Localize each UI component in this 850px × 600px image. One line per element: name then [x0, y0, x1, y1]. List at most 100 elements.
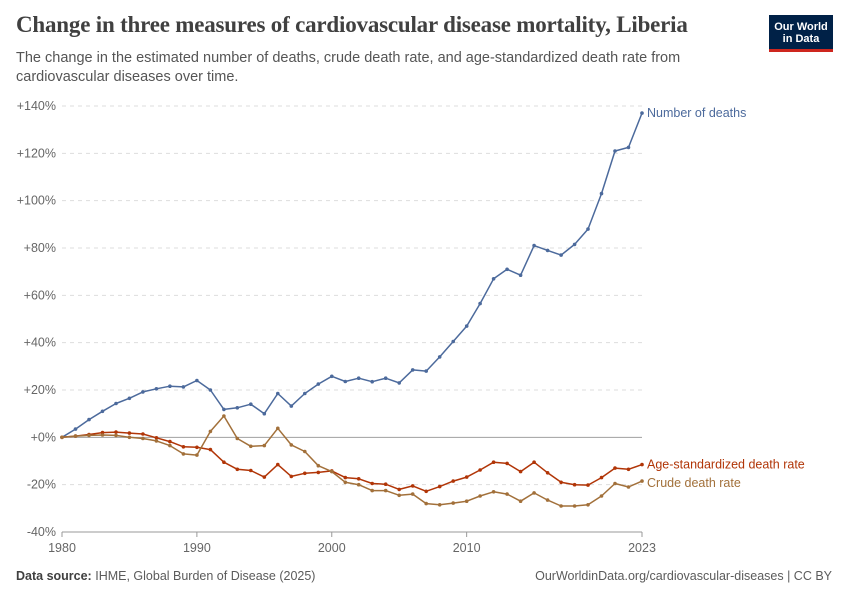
data-point	[424, 489, 429, 494]
data-point	[262, 475, 267, 479]
data-point	[424, 369, 429, 373]
chart-subtitle: The change in the estimated number of de…	[16, 50, 681, 85]
data-point	[330, 469, 334, 474]
data-point	[249, 444, 253, 449]
data-source-label: Data source:	[16, 569, 92, 583]
owid-logo[interactable]: Our World in Data	[769, 15, 833, 52]
data-point	[478, 301, 482, 306]
data-point	[289, 404, 294, 408]
data-point	[235, 467, 240, 472]
data-point	[303, 391, 307, 396]
data-point	[410, 484, 415, 488]
chart-title: Change in three measures of cardiovascul…	[16, 12, 688, 37]
data-point	[249, 468, 253, 473]
data-point	[289, 443, 294, 447]
data-point	[410, 492, 415, 496]
data-point	[181, 445, 186, 449]
data-point	[518, 273, 523, 278]
x-tick-label: 2010	[453, 541, 481, 555]
data-point	[383, 482, 388, 487]
data-point	[599, 494, 604, 498]
data-point	[437, 484, 442, 489]
data-point	[572, 482, 577, 487]
data-point	[114, 430, 118, 434]
data-point	[73, 427, 78, 431]
data-point	[235, 406, 240, 410]
data-point	[60, 435, 64, 440]
data-point	[505, 461, 509, 466]
data-point	[559, 480, 563, 485]
data-point	[532, 491, 536, 495]
data-point	[478, 494, 482, 498]
data-point	[464, 475, 469, 479]
data-point	[478, 468, 482, 472]
logo-line-2: in Data	[782, 33, 820, 45]
data-point	[303, 471, 307, 476]
data-point	[491, 490, 496, 494]
y-tick-label: +20%	[24, 383, 56, 397]
data-point	[545, 471, 550, 475]
y-tick-label: +120%	[17, 146, 56, 160]
data-point	[559, 504, 563, 508]
series-line	[61, 415, 643, 507]
data-point	[127, 431, 132, 435]
data-point	[613, 149, 617, 153]
data-point	[599, 475, 604, 480]
data-point	[195, 378, 199, 383]
data-point	[276, 462, 280, 467]
data-point	[626, 467, 631, 472]
data-point	[168, 443, 172, 448]
data-point	[545, 248, 550, 253]
data-point	[626, 485, 631, 489]
data-point	[370, 379, 375, 384]
data-source: Data source: IHME, Global Burden of Dise…	[16, 569, 315, 583]
data-point	[640, 111, 644, 115]
data-point	[518, 499, 523, 504]
data-point	[222, 414, 226, 418]
data-point	[370, 481, 375, 486]
data-point	[73, 434, 78, 438]
x-tick-label: 1980	[48, 541, 76, 555]
data-point	[303, 449, 307, 454]
data-point	[586, 227, 590, 231]
data-point	[356, 477, 361, 481]
data-point	[437, 503, 442, 507]
data-point	[195, 445, 199, 450]
data-point	[114, 433, 118, 438]
data-point	[235, 436, 240, 441]
y-tick-label: -20%	[27, 478, 56, 492]
data-point	[262, 411, 267, 416]
data-point	[141, 390, 145, 394]
data-point	[154, 436, 159, 440]
data-point	[572, 242, 577, 247]
data-point	[87, 433, 91, 438]
data-point	[316, 470, 321, 475]
data-source-text[interactable]: IHME, Global Burden of Disease (2025)	[95, 569, 316, 583]
data-point	[87, 417, 91, 422]
url-license[interactable]: OurWorldinData.org/cardiovascular-diseas…	[535, 569, 832, 583]
data-point	[397, 493, 402, 498]
data-point	[100, 409, 105, 414]
logo-line-1: Our World	[774, 21, 828, 33]
data-point	[383, 376, 388, 381]
data-point	[491, 277, 496, 281]
data-point	[356, 376, 361, 381]
data-point	[532, 243, 536, 248]
data-point	[613, 481, 617, 486]
data-point	[316, 463, 321, 468]
data-point	[289, 474, 294, 479]
data-point	[168, 384, 172, 389]
data-point	[208, 388, 213, 392]
series-line	[61, 112, 643, 438]
data-point	[141, 432, 145, 436]
data-point	[451, 501, 456, 505]
data-point	[586, 483, 590, 487]
data-point	[464, 499, 469, 504]
data-point	[532, 460, 536, 465]
data-point	[316, 382, 321, 386]
data-point	[154, 439, 159, 443]
data-point	[276, 391, 280, 396]
data-point	[383, 488, 388, 493]
x-tick-label: 2000	[318, 541, 346, 555]
